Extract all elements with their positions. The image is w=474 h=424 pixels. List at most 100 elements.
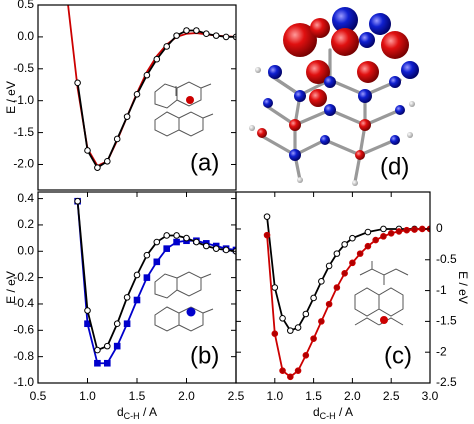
y-axis-label: E / eV <box>4 81 18 114</box>
y-tick-label: -2.0 <box>13 157 34 171</box>
plot-area <box>263 213 430 381</box>
marker <box>113 342 121 350</box>
marker <box>143 71 151 79</box>
x-axis-label-part: d <box>313 405 320 419</box>
marker <box>113 135 121 143</box>
y-tick-label: -0.5 <box>436 252 457 266</box>
x-axis-label-part: d <box>117 405 124 419</box>
y-tick-label: 0 <box>436 221 443 235</box>
marker <box>123 294 131 301</box>
y-tick-label: 0.5 <box>17 0 34 11</box>
marker <box>104 342 111 350</box>
marker <box>380 233 387 240</box>
y-tick-label: 0.0 <box>17 29 34 43</box>
marker <box>203 242 210 250</box>
marker <box>133 271 141 279</box>
y-axis-label: E / eV <box>456 271 470 304</box>
series-line <box>76 201 236 352</box>
marker <box>163 245 170 252</box>
marker <box>74 79 81 87</box>
x-tick-label: 1.0 <box>266 389 283 403</box>
marker <box>183 27 190 34</box>
x-tick-label: 0.5 <box>30 389 47 403</box>
marker <box>193 27 200 34</box>
marker <box>143 251 151 259</box>
marker <box>173 238 180 246</box>
x-tick-label: 1.5 <box>305 389 322 403</box>
marker <box>84 307 91 314</box>
x-axis-label: dC-H / A <box>313 405 353 421</box>
panel-label: (c) <box>384 342 412 369</box>
x-axis-label-part: / A <box>140 405 157 419</box>
marker <box>387 229 395 237</box>
marker <box>380 225 387 233</box>
marker <box>203 30 210 38</box>
plot-frame <box>37 4 237 191</box>
series-line <box>76 29 236 169</box>
marker <box>153 55 161 63</box>
x-axis-label: dC-H / A <box>117 405 157 421</box>
marker <box>212 32 220 39</box>
marker <box>349 234 356 242</box>
panel-label: (d) <box>380 153 409 180</box>
marker <box>341 241 348 248</box>
marker <box>318 278 325 285</box>
x-tick-label: 1.5 <box>129 389 146 403</box>
marker <box>287 373 294 381</box>
x-tick-label: 2.0 <box>178 389 195 403</box>
molecule-image: (d) <box>249 7 419 186</box>
marker <box>333 250 341 257</box>
x-tick-label: 2.5 <box>228 389 245 403</box>
series-line <box>76 201 236 365</box>
marker <box>333 284 341 291</box>
marker <box>318 318 325 325</box>
marker <box>349 259 356 267</box>
marker <box>279 367 286 374</box>
marker <box>163 232 170 239</box>
marker <box>310 335 317 342</box>
marker <box>403 226 411 234</box>
marker <box>173 32 180 39</box>
y-tick-label: 0.2 <box>17 217 34 231</box>
marker <box>94 346 101 354</box>
y-tick-label: -2.5 <box>436 375 457 389</box>
y-tick-label: -2 <box>436 344 447 358</box>
marker <box>294 367 302 374</box>
marker <box>163 43 170 50</box>
marker <box>133 91 141 98</box>
y-axis-label: E / eV <box>4 271 18 304</box>
marker <box>173 232 180 239</box>
marker <box>212 245 220 252</box>
marker <box>271 330 279 338</box>
y-tick-label: -1.0 <box>13 93 34 107</box>
marker <box>287 327 294 334</box>
x-tick-label: 2.0 <box>344 389 361 403</box>
marker <box>372 236 379 244</box>
marker <box>94 359 101 367</box>
y-tick-label: -0.4 <box>13 296 34 310</box>
marker <box>123 320 131 328</box>
marker <box>153 258 161 266</box>
y-tick-label: -1.5 <box>13 125 34 139</box>
marker <box>123 113 131 120</box>
marker <box>341 270 348 277</box>
plot-area <box>67 5 236 171</box>
y-tick-label: -0.2 <box>13 270 34 284</box>
marker <box>133 296 141 304</box>
marker <box>271 284 279 291</box>
marker <box>294 324 302 331</box>
marker <box>183 234 190 242</box>
x-tick-label: 3.0 <box>422 389 439 403</box>
y-tick-label: 0.4 <box>17 191 34 205</box>
marker <box>193 238 200 246</box>
marker <box>411 226 418 233</box>
y-tick-label: -1.5 <box>436 314 457 328</box>
y-tick-label: 0.0 <box>17 243 34 257</box>
y-tick-label: -0.6 <box>13 322 34 336</box>
panel-label: (a) <box>190 149 219 176</box>
marker <box>364 242 372 250</box>
y-tick-label: -1.0 <box>13 375 34 389</box>
marker <box>113 320 121 328</box>
x-axis-label-part: C-H <box>124 411 140 421</box>
